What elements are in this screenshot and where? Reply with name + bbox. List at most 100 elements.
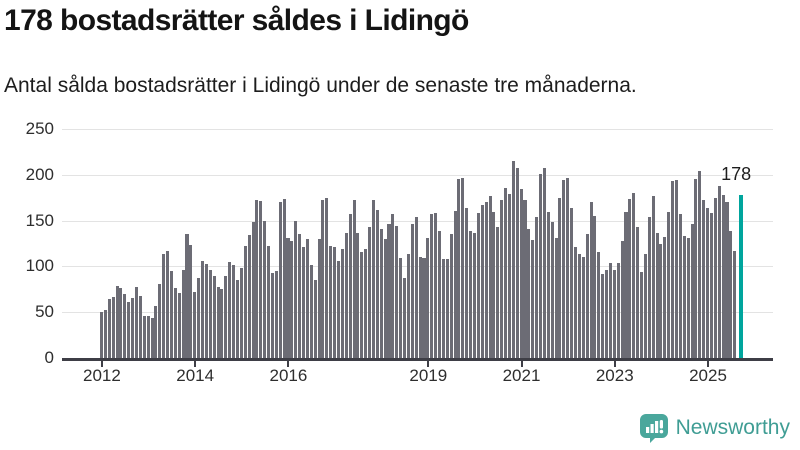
bar: [340, 249, 344, 358]
y-axis-tick-label: 150: [25, 210, 54, 230]
bar: [655, 232, 659, 358]
bar: [364, 249, 368, 358]
bar: [232, 264, 236, 358]
bar: [127, 302, 131, 358]
bar: [511, 161, 515, 358]
bar: [360, 251, 364, 358]
bar: [267, 246, 271, 358]
bar: [492, 212, 496, 358]
bar: [321, 200, 325, 358]
bar: [329, 246, 333, 358]
bar: [636, 227, 640, 358]
bar: [709, 213, 713, 358]
x-axis-tick: [613, 358, 616, 367]
bar: [146, 315, 150, 358]
bar: [158, 283, 162, 358]
bar: [643, 253, 647, 358]
bar: [383, 238, 387, 358]
x-axis-tick-label: 2021: [502, 366, 541, 385]
bar: [235, 280, 240, 358]
bar: [441, 259, 445, 358]
y-axis-tick-label: 50: [35, 302, 54, 322]
bar: [694, 179, 698, 358]
bar: [348, 214, 352, 358]
bar: [313, 280, 317, 358]
x-axis-tick-label: 2025: [689, 366, 727, 385]
bar: [325, 197, 329, 358]
brand-name: Newsworthy: [675, 416, 790, 439]
bar: [717, 185, 721, 358]
bar: [212, 276, 216, 358]
bar: [111, 296, 115, 358]
bar: [647, 216, 651, 358]
gridline: [62, 129, 773, 130]
bar: [558, 197, 562, 358]
bar: [274, 270, 278, 358]
bar: [531, 239, 535, 358]
bar: [461, 177, 465, 358]
x-axis-tick-label: 2023: [595, 366, 634, 385]
bar: [706, 207, 710, 358]
bar: [422, 258, 426, 358]
bar: [399, 258, 403, 358]
bar: [457, 179, 461, 358]
x-axis-tick: [287, 358, 290, 367]
bar: [189, 245, 193, 358]
bar: [620, 240, 624, 358]
bar: [437, 230, 442, 358]
bar: [387, 224, 391, 358]
bar: [201, 260, 205, 358]
bar: [612, 270, 616, 358]
bar: [100, 312, 104, 358]
bar: [395, 226, 399, 358]
bar: [239, 268, 243, 358]
bar: [562, 180, 566, 358]
bar: [504, 187, 508, 358]
bar: [294, 220, 298, 358]
bar: [465, 207, 469, 358]
bar: [430, 214, 434, 358]
bar: [624, 212, 628, 358]
bar: [476, 213, 480, 358]
bar: [729, 230, 733, 358]
bar: [535, 216, 539, 358]
bar: [305, 238, 309, 358]
bar: [403, 278, 407, 358]
bar: [309, 264, 313, 358]
bar: [554, 238, 558, 358]
bar: [375, 209, 379, 358]
bar: [480, 205, 484, 358]
bar: [344, 232, 348, 358]
bar: [686, 238, 690, 358]
bar: [255, 199, 259, 358]
bar: [150, 317, 154, 358]
bar: [224, 275, 228, 358]
bar: [702, 200, 706, 358]
bar: [131, 297, 135, 358]
brand-footer[interactable]: Newsworthy: [639, 413, 790, 443]
bar: [601, 273, 605, 358]
bar: [107, 299, 111, 358]
bar: [507, 194, 511, 358]
bar: [566, 178, 570, 358]
bar: [220, 289, 224, 358]
bar: [197, 278, 201, 358]
bar: [426, 238, 430, 358]
bar: [177, 292, 181, 358]
x-axis-tick: [427, 358, 430, 367]
chart-title: 178 bostadsrätter såldes i Lidingö: [4, 4, 469, 37]
bar: [698, 171, 702, 358]
bar: [449, 234, 453, 358]
y-axis-tick-label: 200: [25, 164, 54, 184]
y-axis-tick-label: 100: [25, 256, 54, 276]
bar: [690, 224, 694, 358]
bar: [585, 234, 589, 358]
bar: [270, 272, 274, 358]
bar: [251, 222, 255, 358]
bar: [286, 238, 290, 358]
bar: [356, 232, 360, 358]
x-axis-tick: [194, 358, 197, 367]
plot-area: 178: [62, 129, 773, 361]
bar: [371, 200, 375, 358]
highlight-bar: [739, 194, 743, 358]
